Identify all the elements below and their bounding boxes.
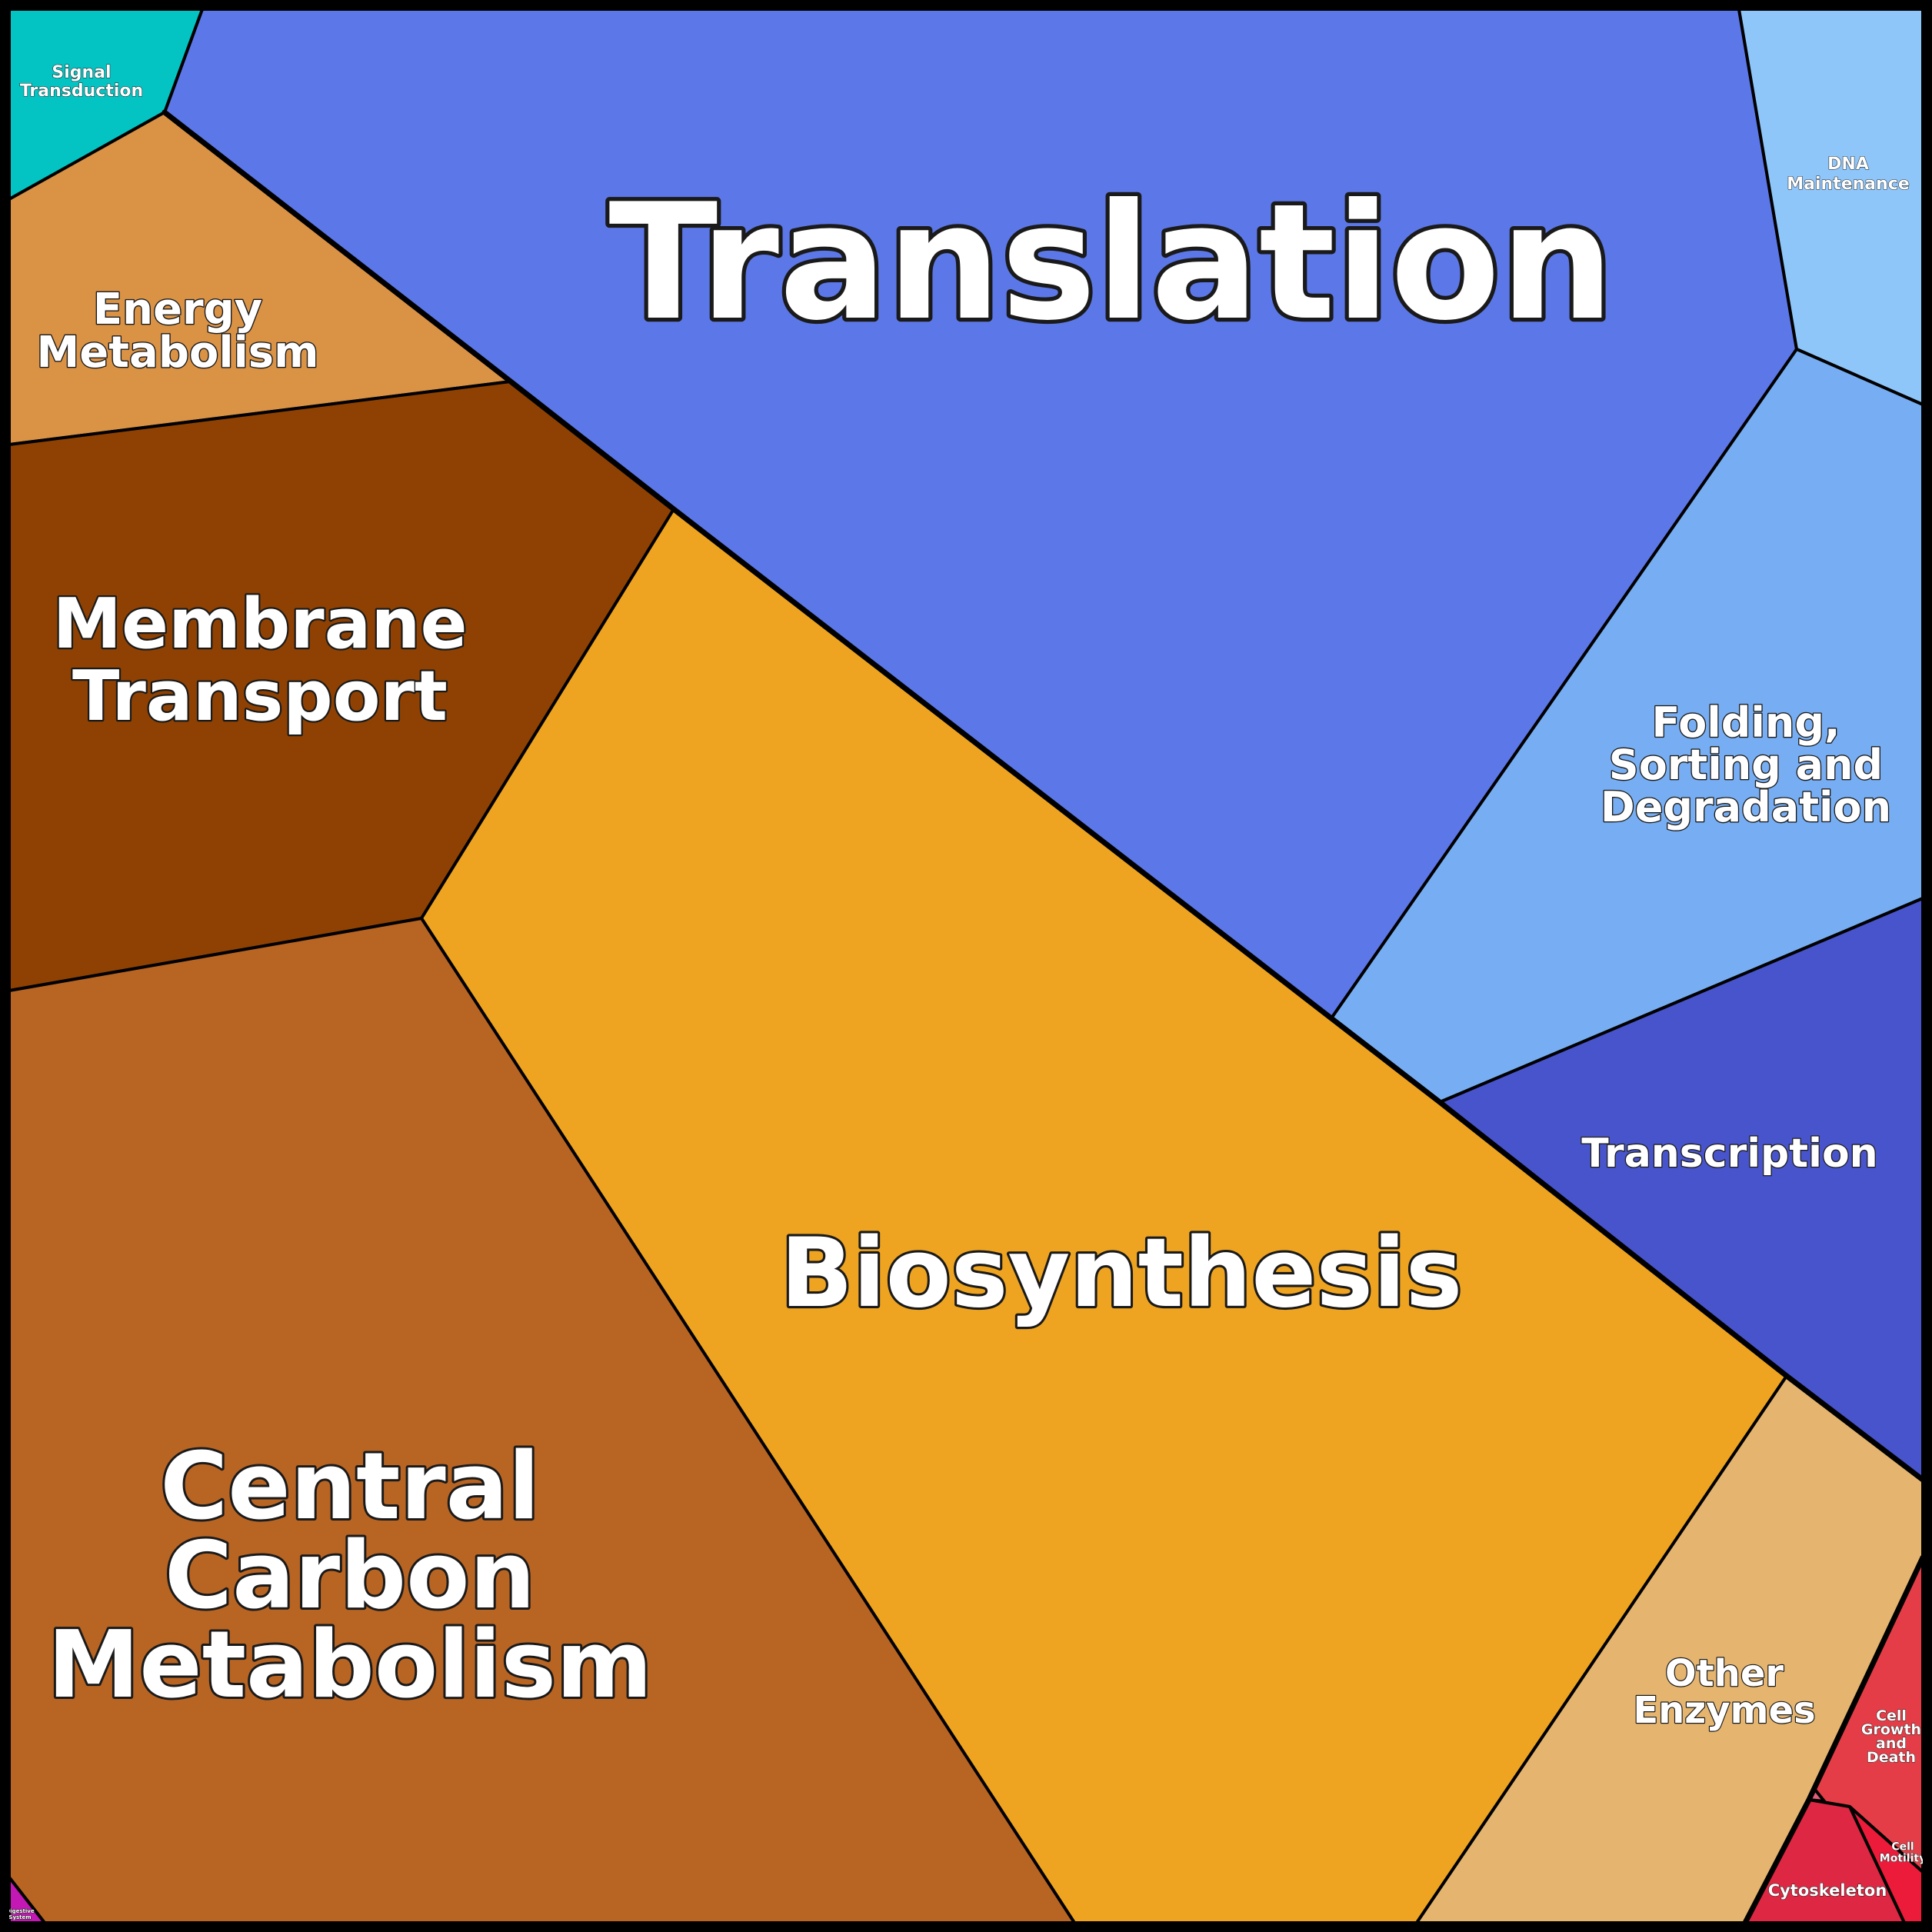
labels-layer: Translation DNA Maintenance Folding, Sorting… <box>5 62 1927 1921</box>
cell-label-line: Folding, <box>1651 698 1840 747</box>
cell-label-line: Enzymes <box>1633 1689 1815 1732</box>
cell-label-biosynthesis: Biosynthesis <box>781 1218 1463 1329</box>
cell-label-line: Death <box>1867 1749 1916 1766</box>
cell-label-line: Cytoskeleton <box>1768 1881 1887 1900</box>
cell-label-line: Biosynthesis <box>781 1218 1463 1329</box>
cell-label-line: DNA <box>1827 155 1869 174</box>
cell-label-signal: Signal Transduction <box>20 63 143 101</box>
cell-label-line: Cell <box>1891 1841 1914 1854</box>
cell-label-line: Maintenance <box>1787 175 1910 194</box>
cell-label-transcription: Transcription <box>1581 1131 1877 1177</box>
cell-label-line: Transduction <box>20 82 143 101</box>
major-boundaries <box>162 109 1926 1926</box>
cell-label-translation: Translation <box>608 170 1614 356</box>
cell-label-line: Digestive <box>5 1908 34 1914</box>
cell-label-line: and <box>1876 1735 1907 1752</box>
cell-label-line: Degradation <box>1601 783 1891 831</box>
cell-label-line: Signal <box>52 63 111 82</box>
cell-label-folding: Folding, Sorting and Degradation <box>1601 698 1891 831</box>
cell-label-dna-maintenance: DNA Maintenance <box>1787 155 1910 194</box>
cell-label-membrane: Membrane Transport <box>52 584 467 737</box>
cell-label-line: Membrane <box>52 584 467 665</box>
cell-label-central-carbon: Central Carbon Metabolism <box>48 1434 652 1719</box>
cell-label-energy: Energy Metabolism <box>37 285 319 378</box>
cells-layer <box>8 8 1924 1924</box>
cell-label-line: Central <box>160 1434 540 1541</box>
cell-label-line: Metabolism <box>37 328 319 378</box>
cell-label-cell-motility: Cell Motility <box>1880 1841 1926 1865</box>
cell-label-line: Energy <box>93 285 262 335</box>
cell-label-line: Sorting and <box>1609 741 1883 789</box>
cell-label-line: Growth <box>1861 1721 1921 1738</box>
cell-label-line: Other <box>1665 1652 1784 1695</box>
cell-label-line: Carbon <box>165 1523 535 1630</box>
cell-label-other-enzymes: Other Enzymes <box>1633 1652 1815 1732</box>
cell-label-line: Transport <box>72 656 448 737</box>
cell-label-cell-growth: Cell Growth and Death <box>1861 1707 1921 1766</box>
cell-label-line: Cell <box>1876 1707 1907 1724</box>
cell-label-line: Transcription <box>1581 1131 1877 1177</box>
cell-label-cytoskeleton: Cytoskeleton <box>1768 1881 1887 1900</box>
group-boundary <box>162 109 1926 1483</box>
cell-label-digestive: Digestive System <box>5 1908 34 1920</box>
cell-label-line: Metabolism <box>48 1612 652 1719</box>
cell-label-line: Translation <box>608 170 1614 356</box>
cell-label-line: System <box>8 1914 31 1920</box>
group-boundary <box>1742 1554 1926 1926</box>
cell-label-line: Motility <box>1880 1853 1926 1865</box>
